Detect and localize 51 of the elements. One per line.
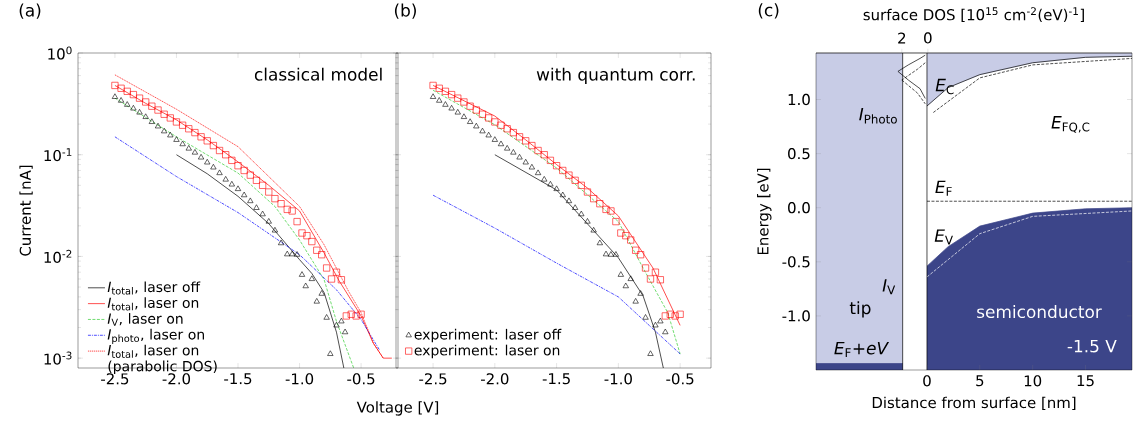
annotation: E$_{F}$+eV	[834, 341, 890, 357]
annotation: semiconductor	[977, 305, 1102, 319]
x2-axis-title: surface DOS [10$^{15}$ cm$^{-2}$(eV)$^{-1}$]	[863, 7, 1084, 23]
x2-tick-label: 0	[924, 32, 932, 44]
legend-label: experiment: laser off	[414, 328, 562, 343]
annotation: E$_{FQ,C}$	[1051, 116, 1090, 133]
x-axis-title: Distance from surface [nm]	[872, 396, 1076, 410]
y-tick-label: 0.5	[788, 147, 810, 160]
x-tick-label: -0.5	[666, 373, 694, 385]
y-tick-label: 1.0	[788, 93, 810, 106]
annotation: with quantum corr.	[536, 67, 695, 85]
x-tick-label: -2.5	[101, 373, 129, 385]
x2-tick-label: 2	[898, 32, 906, 44]
annotation: I$_{Photo}$	[859, 107, 897, 124]
y-tick-label: -1.0	[782, 310, 810, 322]
x-tick-label: 10	[1024, 375, 1042, 387]
x-tick-label: 15	[1077, 375, 1094, 387]
x-tick-label: 5	[976, 375, 984, 387]
annotation: I$_{V}$	[882, 279, 896, 295]
annotation: classical model	[254, 67, 382, 81]
y-axis-title: Current [nA]	[19, 165, 33, 256]
y-tick-label: 10$^{-3}$	[44, 351, 72, 365]
chart-title: (b)	[394, 3, 416, 19]
x-axis-title: Voltage [V]	[356, 401, 439, 416]
legend-label: I$_{total}$, laser on	[107, 297, 199, 311]
legend-label: I$_{V}$, laser on	[107, 313, 183, 326]
x-tick-label: -2.0	[480, 373, 509, 385]
chart-title: (c)	[758, 3, 779, 19]
y-tick-label: 10$^{-1}$	[44, 148, 72, 162]
annotation: E$_{C}$	[935, 78, 954, 95]
x-tick-label: -1.5	[224, 373, 252, 385]
x-tick-label: -1.0	[285, 373, 314, 385]
annotation: E$_{F}$	[935, 180, 952, 196]
x-tick-label: -2.0	[162, 373, 191, 385]
x-tick-label: -0.5	[347, 373, 375, 385]
annotation: -1.5 V	[1067, 339, 1117, 353]
x-tick-label: -2.5	[419, 373, 447, 385]
x-tick-label: 0	[923, 375, 931, 387]
legend-label: I$_{photo}$, laser on	[107, 328, 204, 344]
x-tick-label: -1.0	[604, 373, 632, 385]
annotation: tip	[849, 301, 871, 318]
y-tick-label: 10$^{0}$	[48, 46, 72, 60]
legend-label: experiment: laser on	[414, 344, 560, 359]
y-axis-title: Energy [eV]	[757, 168, 772, 255]
x-tick-label: -1.5	[542, 373, 570, 385]
chart-title: (a)	[19, 3, 41, 19]
y-tick-label: 10$^{-2}$	[44, 249, 72, 264]
y-tick-label: 0.0	[788, 202, 810, 214]
y-tick-label: -0.5	[782, 256, 810, 268]
legend-label: I$_{total}$, laser off	[107, 281, 201, 295]
annotation: E$_{V}$	[934, 229, 953, 245]
